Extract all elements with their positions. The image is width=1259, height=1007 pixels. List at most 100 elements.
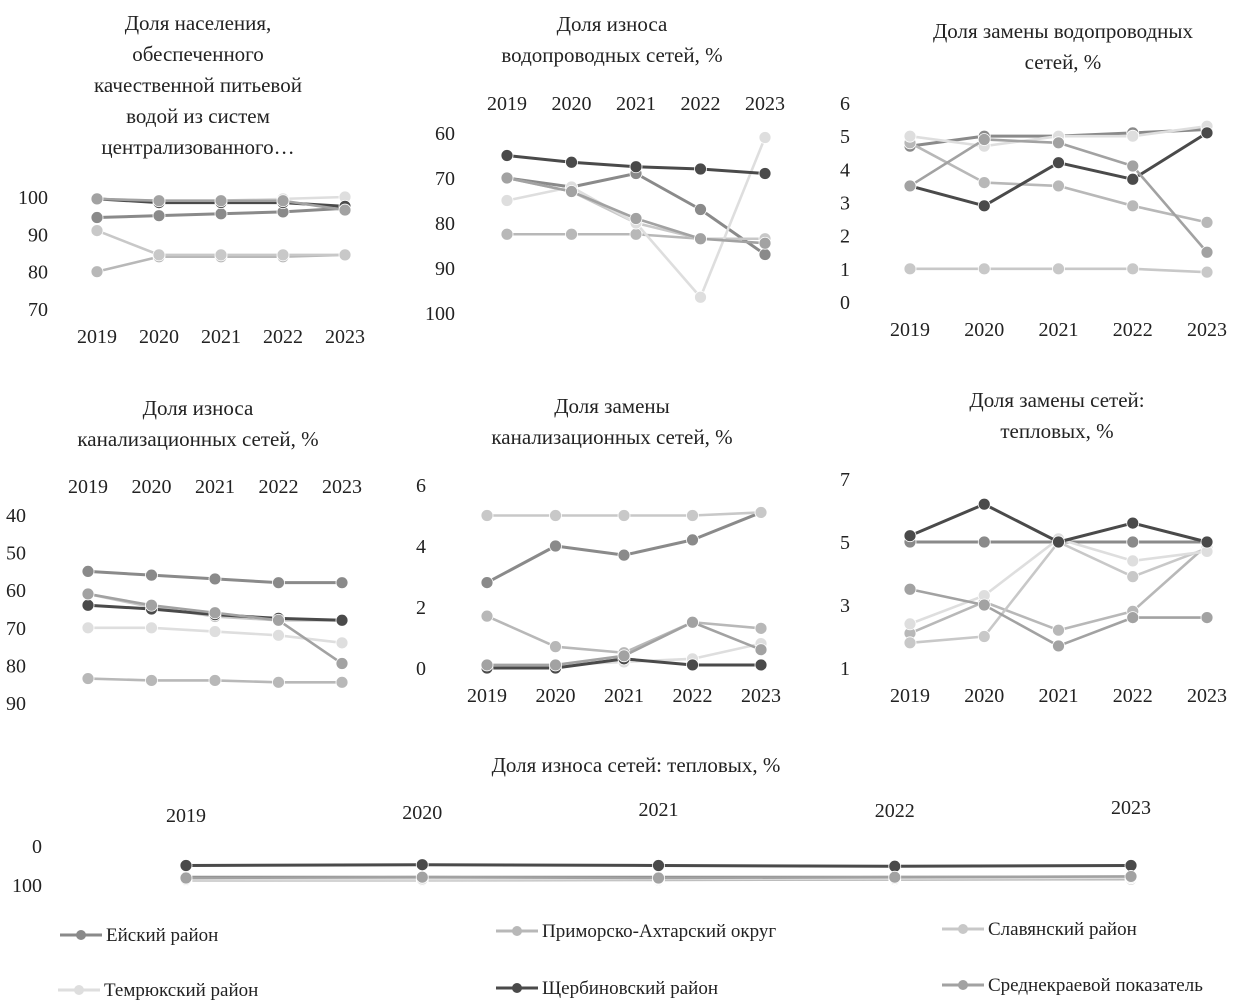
x-tick-label: 2019	[890, 685, 930, 707]
x-tick-label: 2023	[1187, 685, 1227, 707]
y-tick-label: 0	[416, 658, 426, 680]
x-tick-label: 2020	[536, 685, 576, 707]
chart-title: тепловых, %	[1000, 419, 1113, 443]
data-point	[500, 171, 514, 185]
x-tick-label: 2020	[552, 93, 592, 115]
series-slavyansk	[90, 224, 352, 262]
data-point	[500, 194, 514, 207]
y-tick-label: 80	[6, 655, 26, 677]
data-point	[549, 539, 562, 553]
legend-label: Славянский район	[988, 919, 1137, 940]
y-tick-label: 70	[435, 168, 455, 190]
y-tick-label: 80	[435, 213, 455, 235]
data-point	[1200, 611, 1214, 624]
chart-title: канализационных сетей, %	[491, 425, 732, 449]
data-point	[903, 636, 917, 650]
x-tick-label: 2019	[467, 685, 507, 707]
y-tick-label: 1	[840, 259, 850, 281]
data-point	[272, 675, 285, 689]
y-tick-label: 0	[840, 292, 850, 314]
y-tick-label: 2	[840, 226, 850, 248]
y-tick-label: 5	[840, 126, 850, 148]
data-point	[977, 262, 991, 276]
data-point	[977, 535, 991, 549]
data-point	[1200, 215, 1214, 229]
y-tick-label: 100	[12, 875, 42, 897]
x-tick-label: 2021	[616, 93, 656, 115]
data-point	[335, 613, 349, 627]
data-point	[977, 497, 991, 511]
x-tick-label: 2023	[741, 685, 781, 707]
series-line	[909, 537, 1208, 626]
data-point	[480, 509, 494, 522]
data-point	[617, 509, 631, 522]
x-tick-label: 2023	[322, 476, 362, 498]
data-point	[977, 199, 991, 213]
data-point	[1200, 126, 1214, 140]
chart-title: Доля износа сетей: тепловых, %	[492, 753, 781, 777]
legend-item-eysk: Ейский район	[60, 925, 218, 946]
y-tick-label: 40	[6, 505, 26, 527]
data-point	[214, 207, 228, 221]
x-tick-label: 2023	[1111, 797, 1151, 819]
data-point	[1052, 262, 1065, 276]
data-point	[145, 598, 158, 612]
data-point	[145, 621, 158, 635]
series-slavyansk	[480, 506, 768, 522]
y-tick-label: 80	[28, 262, 48, 284]
chart-title: Доля замены сетей:	[969, 388, 1144, 412]
data-point	[652, 871, 665, 885]
data-point	[694, 162, 707, 176]
chart-title: централизованного…	[101, 135, 294, 159]
data-point	[480, 609, 494, 623]
x-tick-label: 2019	[487, 93, 527, 115]
data-point	[549, 509, 562, 522]
x-tick-label: 2023	[325, 326, 365, 348]
series-line	[486, 511, 762, 584]
data-point	[888, 859, 902, 873]
data-point	[208, 625, 222, 638]
legend-swatch-marker	[76, 930, 86, 940]
chart-title: качественной питьевой	[94, 73, 302, 97]
chart-title: обеспеченного	[132, 42, 264, 66]
data-point	[81, 672, 95, 685]
chart-title: Доля населения,	[125, 11, 272, 35]
data-point	[90, 224, 104, 238]
y-tick-label: 3	[840, 595, 850, 617]
data-point	[686, 658, 699, 672]
y-tick-label: 70	[6, 618, 26, 640]
series-average	[179, 870, 1138, 885]
data-point	[1200, 265, 1214, 279]
chart-1: Доля населения, обеспеченного качественной…	[18, 11, 365, 348]
x-tick-label: 2019	[77, 326, 117, 348]
data-point	[694, 290, 707, 304]
y-tick-label: 100	[425, 303, 455, 325]
data-point	[565, 227, 578, 241]
data-point	[1200, 245, 1214, 259]
data-point	[90, 211, 104, 224]
data-point	[903, 179, 917, 193]
y-tick-label: 6	[840, 93, 850, 115]
data-point	[90, 265, 104, 279]
data-point	[977, 598, 991, 612]
data-point	[652, 859, 665, 872]
legend-label: Щербиновский район	[542, 978, 718, 999]
data-point	[90, 192, 104, 206]
y-tick-label: 4	[416, 536, 426, 558]
series-line	[909, 587, 1207, 648]
x-tick-label: 2022	[259, 476, 299, 498]
legend-item-temryuk: Темрюкский район	[58, 980, 258, 1001]
data-point	[977, 630, 991, 643]
y-tick-label: 70	[28, 299, 48, 321]
x-tick-label: 2021	[1039, 685, 1079, 707]
data-point	[208, 606, 222, 620]
data-point	[686, 509, 699, 522]
data-point	[500, 227, 514, 241]
data-point	[1126, 554, 1140, 568]
data-point	[214, 194, 228, 208]
data-point	[81, 598, 95, 612]
data-point	[145, 674, 158, 687]
data-point	[549, 658, 562, 672]
y-tick-label: 4	[840, 159, 850, 181]
data-point	[565, 155, 578, 169]
